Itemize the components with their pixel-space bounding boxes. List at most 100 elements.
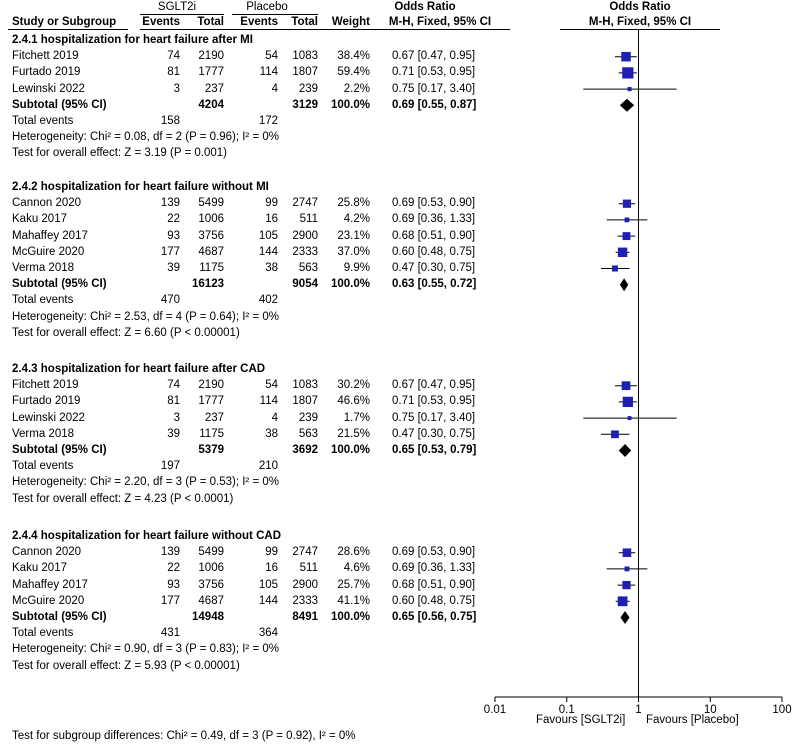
overall-effect-text: Test for overall effect: Z = 3.19 (P = 0… bbox=[12, 147, 227, 160]
x-tick-label: 10 bbox=[703, 704, 717, 716]
total-events-label: Total events bbox=[12, 115, 74, 127]
study-or-ci: 0.67 [0.47, 0.95] bbox=[392, 379, 476, 392]
study-events1: 3 bbox=[173, 82, 180, 95]
study-total2: 2900 bbox=[292, 578, 318, 591]
subtotal-total1: 16123 bbox=[192, 278, 224, 291]
subtotal-diamond bbox=[618, 444, 632, 457]
study-total2: 1807 bbox=[292, 66, 318, 79]
study-events2: 114 bbox=[259, 66, 278, 79]
subtotal-label: Subtotal (95% CI) bbox=[12, 278, 107, 291]
study-weight: 46.6% bbox=[337, 395, 370, 408]
study-weight: 2.2% bbox=[343, 82, 370, 95]
subtotal-total1: 5379 bbox=[198, 444, 224, 456]
study-total1: 237 bbox=[204, 411, 224, 424]
study-events2: 4 bbox=[271, 411, 278, 424]
total-events-label: Total events bbox=[12, 460, 74, 473]
study-total2: 2747 bbox=[292, 197, 318, 210]
total-events1: 470 bbox=[160, 294, 180, 307]
study-marker bbox=[621, 381, 631, 391]
study-weight: 37.0% bbox=[337, 245, 370, 258]
study-total1: 1006 bbox=[198, 213, 224, 226]
favours-right-label: Favours [Placebo] bbox=[646, 714, 739, 726]
study-total2: 2900 bbox=[292, 229, 318, 242]
subtotal-weight: 100.0% bbox=[330, 611, 370, 623]
study-weight: 9.9% bbox=[343, 262, 370, 274]
study-marker bbox=[622, 199, 632, 208]
header-rule-study bbox=[8, 29, 128, 30]
study-total2: 2333 bbox=[292, 594, 318, 607]
study-events1: 81 bbox=[167, 66, 180, 79]
heterogeneity-text: Heterogeneity: Chi² = 2.20, df = 3 (P = … bbox=[12, 476, 279, 489]
study-weight: 30.2% bbox=[337, 379, 370, 392]
study-column-header: Study or Subgroup bbox=[12, 16, 117, 28]
subtotal-or-ci: 0.65 [0.56, 0.75] bbox=[392, 611, 477, 623]
study-events2: 144 bbox=[258, 245, 278, 258]
group2-header: Placebo bbox=[246, 1, 288, 13]
study-total1: 3756 bbox=[198, 229, 224, 242]
method-ci-column-header: M-H, Fixed, 95% CI bbox=[388, 16, 492, 28]
subtotal-or-ci: 0.65 [0.53, 0.79] bbox=[392, 444, 477, 456]
total-events1: 197 bbox=[160, 460, 180, 473]
study-total1: 4687 bbox=[198, 245, 224, 258]
study-events1: 177 bbox=[160, 594, 180, 607]
study-marker bbox=[622, 548, 632, 557]
total-events2: 172 bbox=[258, 115, 278, 127]
study-total2: 511 bbox=[299, 562, 318, 575]
study-total2: 563 bbox=[298, 427, 318, 440]
study-weight: 28.6% bbox=[337, 546, 370, 559]
study-events2: 105 bbox=[258, 578, 278, 591]
study-total1: 1777 bbox=[198, 395, 224, 408]
subtotal-weight: 100.0% bbox=[330, 444, 370, 456]
header-rule-group1 bbox=[140, 14, 224, 15]
study-events2: 105 bbox=[258, 229, 278, 242]
study-events2: 99 bbox=[265, 546, 278, 559]
study-total1: 1175 bbox=[199, 262, 224, 274]
study-marker bbox=[624, 217, 630, 223]
study-name: Fitchett 2019 bbox=[12, 50, 79, 63]
study-events2: 4 bbox=[271, 82, 278, 95]
total-events2: 364 bbox=[258, 627, 278, 640]
odds-ratio-ci-header: Odds Ratio bbox=[394, 1, 456, 13]
study-total2: 1083 bbox=[292, 379, 318, 392]
study-or-ci: 0.69 [0.36, 1.33] bbox=[392, 562, 476, 575]
study-or-ci: 0.75 [0.17, 3.40] bbox=[392, 411, 476, 424]
overall-effect-text: Test for overall effect: Z = 4.23 (P < 0… bbox=[12, 492, 234, 505]
study-total2: 511 bbox=[299, 213, 318, 226]
subtotal-weight: 100.0% bbox=[330, 98, 370, 111]
heterogeneity-text: Heterogeneity: Chi² = 0.90, df = 3 (P = … bbox=[12, 643, 279, 656]
study-marker bbox=[622, 396, 633, 408]
group1-header: SGLT2i bbox=[157, 1, 197, 13]
favours-left-label: Favours [SGLT2i] bbox=[536, 714, 626, 726]
study-marker bbox=[621, 51, 631, 62]
study-weight: 25.7% bbox=[337, 578, 370, 591]
study-total2: 2333 bbox=[292, 245, 318, 258]
study-total2: 2747 bbox=[292, 546, 318, 559]
subtotal-total2: 8491 bbox=[292, 611, 318, 623]
total2-column-header: Total bbox=[291, 16, 318, 28]
study-events1: 39 bbox=[167, 427, 180, 440]
study-total1: 1006 bbox=[198, 562, 224, 575]
study-marker bbox=[627, 416, 632, 421]
study-marker bbox=[622, 232, 631, 241]
total-events2: 210 bbox=[258, 460, 278, 473]
header-rule-group2 bbox=[232, 14, 318, 15]
study-events2: 144 bbox=[258, 594, 278, 607]
study-events1: 139 bbox=[160, 546, 180, 559]
study-name: Mahaffey 2017 bbox=[12, 578, 88, 591]
study-total1: 1777 bbox=[198, 66, 224, 79]
study-or-ci: 0.69 [0.53, 0.90] bbox=[392, 546, 476, 559]
subtotal-label: Subtotal (95% CI) bbox=[12, 444, 107, 456]
study-marker bbox=[617, 596, 628, 607]
study-events1: 74 bbox=[167, 50, 180, 63]
study-marker bbox=[611, 265, 618, 272]
study-total1: 2190 bbox=[198, 50, 224, 63]
subtotal-label: Subtotal (95% CI) bbox=[12, 98, 107, 111]
method-plot-column-header: M-H, Fixed, 95% CI bbox=[588, 16, 692, 28]
study-name: Lewinski 2022 bbox=[12, 82, 85, 95]
study-name: Kaku 2017 bbox=[12, 213, 67, 226]
overall-effect-text: Test for overall effect: Z = 5.93 (P < 0… bbox=[12, 659, 240, 672]
header-rule-plot bbox=[560, 29, 720, 30]
study-events1: 93 bbox=[167, 229, 180, 242]
events2-column-header: Events bbox=[240, 16, 278, 28]
study-or-ci: 0.71 [0.53, 0.95] bbox=[392, 66, 476, 79]
